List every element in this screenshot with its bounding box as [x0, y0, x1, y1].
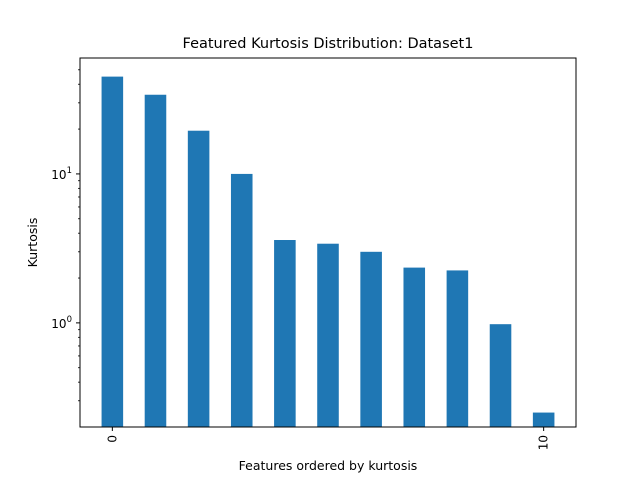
y-tick-exponent: 0 [67, 315, 72, 325]
chart-title: Featured Kurtosis Distribution: Dataset1 [183, 36, 474, 52]
y-tick-label: 101 [51, 166, 72, 182]
bar-3 [230, 173, 253, 427]
y-tick-base: 10 [51, 317, 66, 331]
bar-0 [101, 76, 124, 428]
y-tick-exponent: 1 [67, 166, 72, 176]
x-tick-label: 10 [537, 435, 551, 450]
bar-5 [317, 243, 339, 427]
y-tick-base: 10 [51, 168, 66, 182]
y-axis-label: Kurtosis [25, 218, 40, 268]
bar-9 [489, 324, 512, 427]
bar-6 [360, 251, 382, 427]
x-ticks: 0 10 [105, 427, 551, 450]
bar-10 [532, 412, 555, 427]
bar-2 [187, 130, 210, 428]
bar-4 [274, 240, 296, 427]
x-axis-label: Features ordered by kurtosis [239, 458, 418, 473]
bars-layer [101, 76, 555, 428]
bar-1 [144, 94, 167, 427]
x-tick-label: 0 [105, 435, 119, 443]
axes-frame [79, 57, 577, 428]
bar-7 [403, 267, 426, 427]
y-tick-label: 100 [51, 315, 72, 331]
bar-8 [446, 270, 469, 427]
